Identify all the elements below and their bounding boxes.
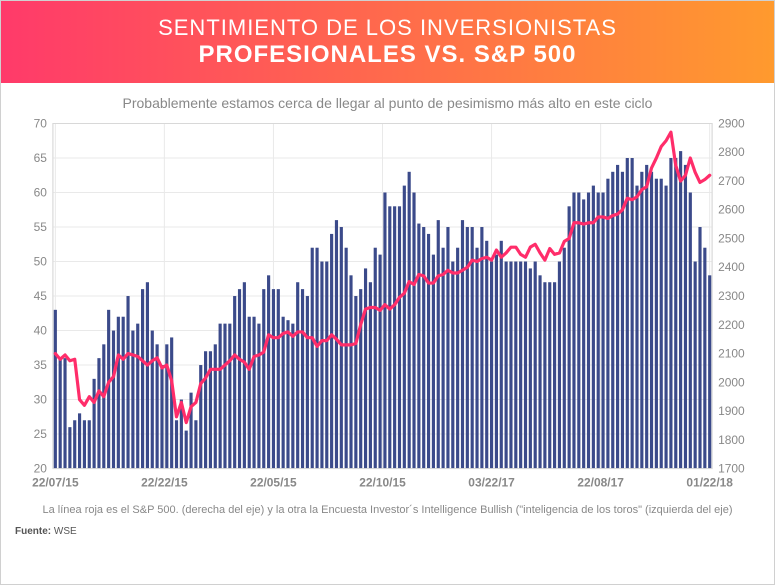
svg-text:25: 25	[34, 427, 48, 441]
chart-area: 20 25 30 35 40 45 50 55 60 65 70 1700 1800 1900 2000 21…	[19, 117, 756, 497]
svg-text:30: 30	[34, 393, 48, 407]
svg-text:2200: 2200	[718, 318, 745, 332]
svg-text:1700: 1700	[718, 462, 745, 476]
svg-text:50: 50	[34, 255, 48, 269]
svg-text:2000: 2000	[718, 375, 745, 389]
svg-text:70: 70	[34, 117, 48, 130]
svg-text:2700: 2700	[718, 174, 745, 188]
svg-text:1800: 1800	[718, 433, 745, 447]
svg-text:55: 55	[34, 220, 48, 234]
svg-text:45: 45	[34, 289, 48, 303]
svg-text:35: 35	[34, 358, 48, 372]
header-banner: SENTIMIENTO DE LOS INVERSIONISTAS PROFES…	[1, 1, 774, 83]
svg-text:65: 65	[34, 151, 48, 165]
source-label: Fuente:	[15, 526, 51, 537]
svg-text:40: 40	[34, 324, 48, 338]
header-title-line2: PROFESIONALES VS. S&P 500	[198, 41, 576, 69]
svg-text:2900: 2900	[718, 117, 745, 130]
svg-text:03/22/17: 03/22/17	[468, 476, 515, 490]
svg-text:20: 20	[34, 462, 48, 476]
svg-text:2400: 2400	[718, 260, 745, 274]
svg-text:22/22/15: 22/22/15	[141, 476, 188, 490]
svg-text:2300: 2300	[718, 289, 745, 303]
svg-text:22/07/15: 22/07/15	[32, 476, 79, 490]
svg-text:2800: 2800	[718, 145, 745, 159]
svg-text:2100: 2100	[718, 347, 745, 361]
chart-card: SENTIMIENTO DE LOS INVERSIONISTAS PROFES…	[0, 0, 775, 585]
chart-subtitle: Probablemente estamos cerca de llegar al…	[1, 83, 774, 117]
source-value: WSE	[54, 526, 77, 537]
header-title-line1: SENTIMIENTO DE LOS INVERSIONISTAS	[158, 15, 617, 41]
svg-text:22/10/15: 22/10/15	[359, 476, 406, 490]
svg-text:60: 60	[34, 185, 48, 199]
svg-text:22/08/17: 22/08/17	[577, 476, 624, 490]
svg-text:1900: 1900	[718, 404, 745, 418]
svg-text:2600: 2600	[718, 203, 745, 217]
svg-text:22/05/15: 22/05/15	[250, 476, 297, 490]
svg-text:01/22/18: 01/22/18	[686, 476, 733, 490]
chart-svg: 20 25 30 35 40 45 50 55 60 65 70 1700 1800 1900 2000 21…	[19, 117, 756, 497]
chart-footer-note: La línea roja es el S&P 500. (derecha de…	[1, 497, 774, 520]
svg-text:2500: 2500	[718, 232, 745, 246]
chart-source: Fuente: WSE	[1, 520, 774, 537]
